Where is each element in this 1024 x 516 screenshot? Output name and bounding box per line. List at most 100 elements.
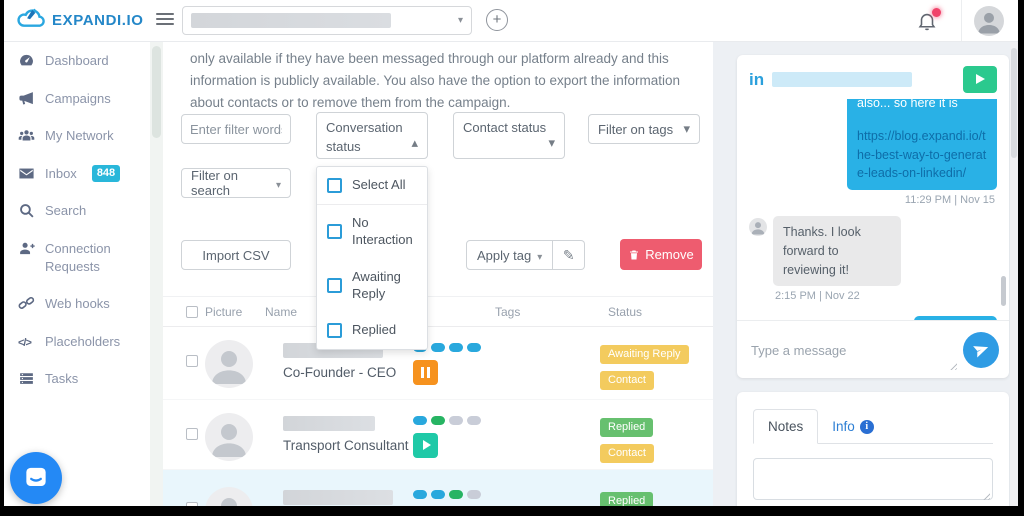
apply-tag-button[interactable]: Apply tag bbox=[466, 240, 554, 270]
notes-tabs: Notes Info i bbox=[753, 406, 993, 444]
row-checkbox[interactable] bbox=[186, 428, 198, 440]
expandi-cloud-rocket-icon bbox=[14, 5, 48, 36]
contact-avatar bbox=[749, 218, 767, 236]
chevron-up-icon bbox=[411, 134, 418, 153]
linkedin-chat-card: in also... so here it is https://blog.ex… bbox=[737, 55, 1009, 378]
step-dots bbox=[413, 416, 481, 425]
status-badge: Replied bbox=[600, 418, 654, 437]
sidebar: Dashboard Campaigns My Network Inbox 848 bbox=[4, 42, 150, 506]
status-badges: Replied Contact bbox=[600, 418, 654, 463]
option-no-interaction[interactable]: No Interaction bbox=[317, 205, 427, 259]
campaign-select[interactable]: ▾ bbox=[182, 6, 472, 35]
table-row[interactable]: Co-Founder - CEO Awaiting Reply Contact bbox=[163, 327, 713, 400]
import-csv-button[interactable]: Import CSV bbox=[181, 240, 291, 270]
campaign-contacts-panel: only available if they have been message… bbox=[163, 42, 713, 506]
add-campaign-button[interactable]: + bbox=[486, 9, 508, 31]
page-scrollbar-thumb[interactable] bbox=[1011, 48, 1017, 158]
sidebar-item-placeholders[interactable]: Placeholders bbox=[4, 323, 150, 361]
sidebar-item-dashboard[interactable]: Dashboard bbox=[4, 42, 150, 80]
send-message-button[interactable] bbox=[963, 331, 999, 368]
select-all-checkbox[interactable] bbox=[186, 306, 198, 318]
sidebar-item-campaigns[interactable]: Campaigns bbox=[4, 80, 150, 118]
remove-button[interactable]: Remove bbox=[620, 239, 702, 270]
topbar-divider bbox=[961, 0, 962, 41]
resize-handle-icon[interactable] bbox=[981, 491, 990, 500]
menu-toggle-icon[interactable] bbox=[156, 13, 174, 28]
sidebar-item-my-network[interactable]: My Network bbox=[4, 117, 150, 155]
chat-messages[interactable]: also... so here it is https://blog.expan… bbox=[737, 99, 1009, 320]
people-group-icon bbox=[18, 127, 35, 144]
notes-textarea[interactable] bbox=[753, 458, 993, 500]
option-select-all[interactable]: Select All bbox=[317, 167, 427, 205]
option-replied[interactable]: Replied bbox=[317, 312, 427, 349]
tab-notes[interactable]: Notes bbox=[753, 409, 819, 444]
option-awaiting-reply[interactable]: Awaiting Reply bbox=[317, 259, 427, 313]
resume-contact-button[interactable] bbox=[413, 433, 438, 458]
support-chat-launcher[interactable] bbox=[10, 452, 62, 504]
page-scrollbar[interactable] bbox=[1010, 42, 1018, 506]
chevron-down-icon: ▾ bbox=[457, 15, 463, 26]
sidebar-item-label: My Network bbox=[45, 128, 114, 144]
table-row-selected[interactable]: Training & Replied Contact bbox=[163, 470, 713, 506]
sidebar-item-label: Campaigns bbox=[45, 90, 111, 106]
notifications-bell-icon[interactable] bbox=[916, 8, 941, 34]
notification-dot bbox=[932, 8, 941, 17]
pause-contact-button[interactable] bbox=[413, 360, 438, 385]
option-label: Awaiting Reply bbox=[352, 268, 401, 301]
status-badge: Contact bbox=[600, 371, 654, 390]
message-input[interactable] bbox=[751, 332, 948, 367]
option-label: No Interaction bbox=[352, 214, 413, 247]
step-dots bbox=[413, 490, 481, 499]
step-dot bbox=[413, 416, 427, 425]
tab-info[interactable]: Info i bbox=[818, 410, 888, 443]
contact-status-dropdown[interactable]: Contact status bbox=[453, 112, 565, 159]
conversation-status-dropdown[interactable]: Conversation status bbox=[316, 112, 428, 159]
checkbox[interactable] bbox=[327, 224, 342, 240]
filter-on-tags-dropdown[interactable]: Filter on tags bbox=[588, 114, 700, 144]
filter-on-search-label: Filter on search bbox=[191, 168, 238, 198]
chevron-down-icon bbox=[683, 121, 690, 137]
table-row[interactable]: Transport Consultant Replied Contact bbox=[163, 400, 713, 470]
checkbox[interactable] bbox=[327, 278, 342, 294]
sidebar-item-web-hooks[interactable]: Web hooks bbox=[4, 285, 150, 323]
remove-label: Remove bbox=[645, 247, 694, 262]
resume-chat-button[interactable] bbox=[963, 66, 997, 93]
message-text: also... so here it is bbox=[857, 99, 958, 110]
step-dot bbox=[431, 343, 445, 352]
user-avatar[interactable] bbox=[974, 6, 1004, 36]
chain-link-icon bbox=[18, 295, 35, 312]
step-dot bbox=[467, 343, 481, 352]
message-link[interactable]: https://blog.expandi.io/the-best-way-to-… bbox=[857, 128, 987, 181]
contact-status-label: Contact status bbox=[463, 120, 547, 135]
row-checkbox[interactable] bbox=[186, 502, 198, 506]
trash-icon bbox=[630, 250, 639, 259]
content-scrollbar[interactable] bbox=[150, 42, 163, 506]
sidebar-item-label: Dashboard bbox=[45, 53, 109, 68]
step-dot bbox=[449, 490, 463, 499]
sidebar-item-connection-requests[interactable]: Connection Requests bbox=[4, 230, 150, 285]
apply-tag-label: Apply tag bbox=[477, 247, 532, 263]
checkbox[interactable] bbox=[327, 177, 342, 193]
sidebar-item-label: Web hooks bbox=[45, 296, 110, 312]
filter-words-input[interactable] bbox=[181, 114, 291, 144]
chat-message-incoming: Thanks. I look forward to reviewing it! … bbox=[749, 216, 997, 312]
message-timestamp: 2:15 PM | Nov 22 bbox=[775, 290, 860, 303]
checkbox[interactable] bbox=[327, 323, 342, 339]
chat-scrollbar-thumb[interactable] bbox=[1001, 276, 1006, 306]
step-dot bbox=[467, 416, 481, 425]
row-checkbox[interactable] bbox=[186, 355, 198, 367]
resize-handle-icon[interactable] bbox=[948, 361, 957, 370]
sidebar-item-tasks[interactable]: Tasks bbox=[4, 360, 150, 398]
task-list-icon bbox=[18, 370, 35, 387]
sidebar-item-search[interactable]: Search bbox=[4, 192, 150, 230]
chevron-down-icon bbox=[548, 134, 555, 153]
chat-message-outgoing: also... so here it is https://blog.expan… bbox=[749, 99, 997, 206]
content-scrollbar-thumb[interactable] bbox=[152, 46, 161, 138]
chevron-down-icon bbox=[270, 176, 281, 191]
contact-detail-panel: in also... so here it is https://blog.ex… bbox=[713, 42, 1018, 506]
edit-tags-button[interactable] bbox=[553, 240, 586, 270]
sidebar-item-inbox[interactable]: Inbox 848 bbox=[4, 155, 150, 193]
filter-on-search-dropdown[interactable]: Filter on search bbox=[181, 168, 291, 198]
step-dot bbox=[449, 416, 463, 425]
expandi-logo[interactable]: EXPANDI.IO bbox=[14, 5, 144, 36]
